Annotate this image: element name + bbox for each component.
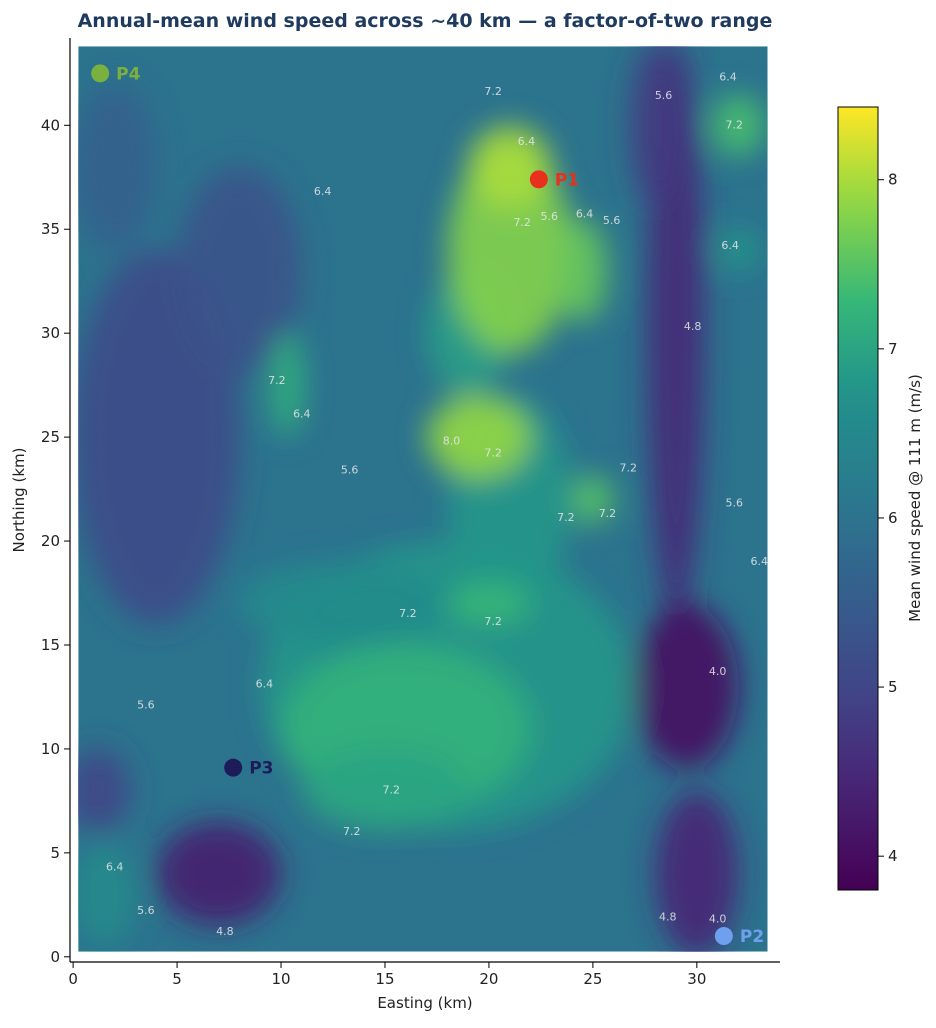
field-blob bbox=[572, 474, 614, 525]
field-blob bbox=[78, 83, 157, 251]
x-axis-label: Easting (km) bbox=[377, 994, 472, 1012]
field-blob bbox=[711, 94, 766, 157]
x-tick-label: 25 bbox=[583, 970, 602, 988]
site-label: P3 bbox=[249, 759, 273, 779]
colorbar-tick-label: 5 bbox=[888, 678, 898, 696]
contour-label: 4.0 bbox=[709, 665, 727, 678]
contour-label: 7.2 bbox=[484, 615, 502, 628]
field-blob bbox=[717, 229, 760, 271]
contour-label: 7.2 bbox=[513, 216, 531, 229]
colorbar-tick-label: 8 bbox=[888, 171, 898, 189]
colorbar bbox=[837, 106, 879, 891]
y-tick-label: 15 bbox=[41, 636, 60, 654]
y-tick-label: 25 bbox=[41, 428, 60, 446]
x-tick-label: 5 bbox=[172, 970, 182, 988]
contour-label: 7.2 bbox=[343, 825, 361, 838]
y-tick-label: 5 bbox=[50, 844, 60, 862]
y-tick-label: 30 bbox=[41, 324, 60, 342]
contour-label: 8.0 bbox=[443, 434, 461, 447]
site-label: P2 bbox=[740, 927, 764, 947]
field-blob bbox=[447, 146, 573, 354]
contour-label: 6.4 bbox=[293, 407, 311, 420]
field-blob bbox=[557, 218, 608, 323]
y-tick-label: 20 bbox=[41, 532, 60, 550]
field-blob bbox=[177, 166, 302, 375]
field-blob bbox=[270, 333, 304, 438]
contour-label: 7.2 bbox=[599, 507, 617, 520]
contour-label: 6.4 bbox=[719, 70, 737, 83]
site-label: P1 bbox=[555, 170, 579, 190]
field-blob bbox=[156, 821, 282, 926]
contour-label: 5.6 bbox=[603, 214, 621, 227]
x-tick-label: 10 bbox=[271, 970, 290, 988]
contour-label: 7.2 bbox=[619, 461, 637, 474]
y-tick-label: 0 bbox=[50, 948, 60, 966]
field-blobs bbox=[78, 46, 766, 952]
contour-label: 6.4 bbox=[106, 860, 124, 873]
field-blob bbox=[468, 125, 552, 209]
contour-label: 4.8 bbox=[216, 925, 234, 938]
field-blob bbox=[426, 395, 531, 479]
contour-label: 6.4 bbox=[721, 239, 739, 252]
site-label: P4 bbox=[116, 64, 140, 84]
contour-label: 6.4 bbox=[256, 677, 274, 690]
contour-label: 7.2 bbox=[484, 447, 502, 460]
chart-title: Annual-mean wind speed across ~40 km — a… bbox=[78, 10, 773, 32]
contour-label: 7.2 bbox=[268, 374, 286, 387]
contour-label: 7.2 bbox=[484, 85, 502, 98]
site-marker bbox=[714, 927, 733, 946]
contour-label: 4.8 bbox=[684, 320, 702, 333]
colorbar-tick-label: 6 bbox=[888, 509, 898, 527]
colorbar-label: Mean wind speed @ 111 m (m/s) bbox=[906, 374, 924, 622]
colorbar-tick-label: 4 bbox=[888, 847, 898, 865]
colorbar-tick-label: 7 bbox=[888, 340, 898, 358]
contour-label: 4.8 bbox=[659, 910, 677, 923]
contour-label: 5.6 bbox=[655, 89, 673, 102]
contour-label: 4.0 bbox=[709, 912, 727, 925]
x-tick-label: 15 bbox=[375, 970, 394, 988]
contour-label: 7.2 bbox=[399, 607, 417, 620]
field-blob bbox=[447, 582, 531, 625]
contour-label: 7.2 bbox=[557, 511, 575, 524]
contour-label: 5.6 bbox=[726, 497, 744, 510]
site-marker bbox=[529, 170, 548, 189]
x-tick-label: 0 bbox=[68, 970, 78, 988]
y-tick-label: 40 bbox=[41, 116, 60, 134]
site-marker bbox=[224, 758, 243, 777]
y-tick-label: 35 bbox=[41, 220, 60, 238]
x-tick-label: 20 bbox=[479, 970, 498, 988]
x-tick-label: 30 bbox=[687, 970, 706, 988]
contour-label: 5.6 bbox=[341, 463, 359, 476]
contour-label: 7.2 bbox=[382, 784, 400, 797]
field-blob bbox=[655, 790, 739, 952]
field-blob bbox=[630, 46, 681, 209]
contour-label: 5.6 bbox=[540, 210, 558, 223]
contour-label: 6.4 bbox=[518, 135, 536, 148]
site-marker bbox=[91, 64, 110, 83]
y-tick-label: 10 bbox=[41, 740, 60, 758]
contour-label: 6.4 bbox=[750, 555, 768, 568]
field-blob bbox=[78, 842, 136, 947]
field-blob bbox=[634, 603, 739, 770]
contour-label: 7.2 bbox=[726, 118, 744, 131]
contour-label: 6.4 bbox=[314, 185, 332, 198]
contour-label: 5.6 bbox=[137, 698, 155, 711]
field-blob bbox=[239, 561, 448, 645]
contour-label: 6.4 bbox=[576, 208, 594, 221]
field-blob bbox=[78, 748, 130, 833]
contour-label: 5.6 bbox=[137, 904, 155, 917]
y-axis-label: Northing (km) bbox=[10, 448, 28, 553]
heatmap-field bbox=[78, 46, 768, 952]
field-blob bbox=[301, 748, 469, 833]
